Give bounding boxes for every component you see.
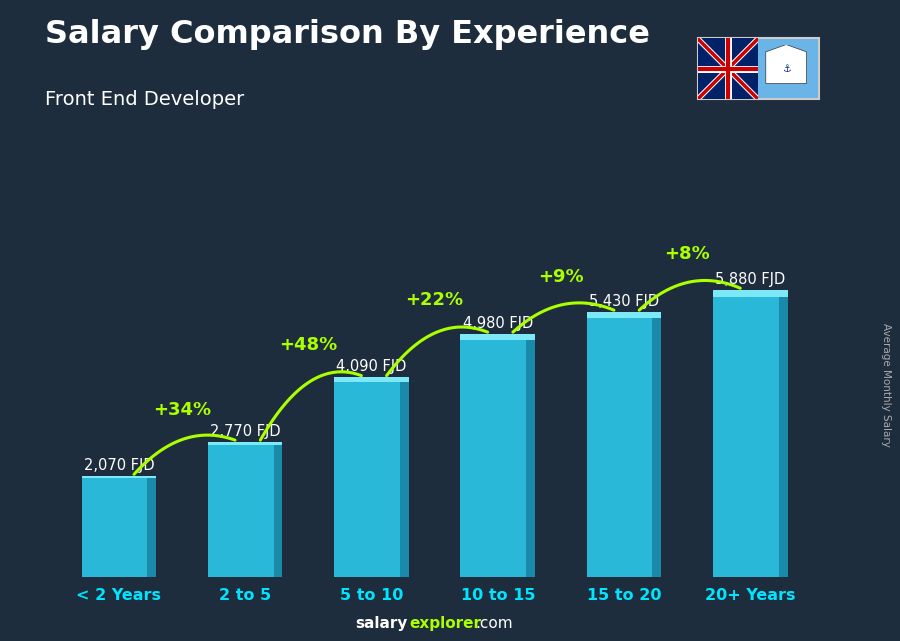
Text: explorer: explorer [410,617,482,631]
Text: 5,880 FJD: 5,880 FJD [716,272,786,287]
Text: ⚓: ⚓ [782,64,790,74]
Text: +48%: +48% [279,336,338,354]
Text: +22%: +22% [406,291,464,310]
Bar [208,445,274,577]
Bar [148,478,156,577]
Text: salary: salary [356,617,408,631]
Polygon shape [766,45,806,83]
Bar [274,445,283,577]
Text: .com: .com [475,617,513,631]
Bar [208,442,283,445]
Text: Front End Developer: Front End Developer [45,90,244,109]
Bar [652,318,662,577]
Text: Salary Comparison By Experience: Salary Comparison By Experience [45,19,650,50]
Bar [461,340,526,577]
Text: 4,090 FJD: 4,090 FJD [337,359,407,374]
Bar [82,476,156,478]
Text: +8%: +8% [664,246,710,263]
Text: 2,070 FJD: 2,070 FJD [84,458,154,473]
Bar [587,312,662,318]
Bar [461,333,535,340]
Text: 2,770 FJD: 2,770 FJD [210,424,281,438]
Bar [400,382,409,577]
Text: 5,430 FJD: 5,430 FJD [589,294,659,309]
Text: +34%: +34% [153,401,211,419]
Text: Average Monthly Salary: Average Monthly Salary [881,322,891,447]
Bar [778,297,788,577]
Text: +9%: +9% [538,269,584,287]
Bar [587,318,652,577]
Bar [82,478,148,577]
Bar [334,382,400,577]
Bar [526,340,535,577]
Text: 4,980 FJD: 4,980 FJD [463,316,533,331]
Bar [713,297,778,577]
Bar [334,377,409,382]
Bar [713,290,788,297]
